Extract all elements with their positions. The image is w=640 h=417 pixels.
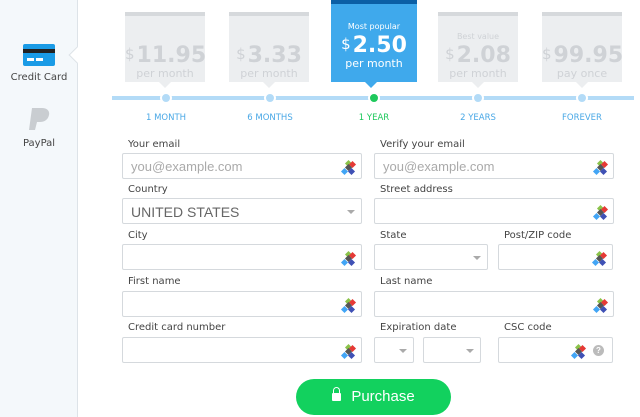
keypass-icon[interactable]: [340, 250, 357, 267]
chevron-down-icon: [473, 256, 481, 260]
expiration-label: Expiration date: [380, 322, 457, 333]
verify-email-field[interactable]: you@example.com: [374, 153, 614, 179]
plan-label[interactable]: 1 MONTH: [145, 113, 187, 123]
plan-period: per month: [240, 67, 298, 80]
first-name-label: First name: [128, 276, 181, 287]
keypass-icon[interactable]: [592, 204, 609, 221]
payment-method-sidebar: Credit Card PayPal: [0, 0, 86, 417]
chevron-down-icon: [466, 349, 474, 353]
first-name-field[interactable]: [122, 291, 362, 317]
zip-field[interactable]: [498, 244, 613, 270]
sidebar-item-paypal[interactable]: PayPal: [0, 106, 78, 149]
expiration-month-select[interactable]: [374, 337, 414, 363]
plan-label[interactable]: 1 YEAR: [358, 113, 390, 123]
chevron-down-icon: [347, 210, 355, 214]
plan-price: $2.50: [341, 33, 407, 58]
state-select[interactable]: [374, 244, 488, 270]
plan-tag: [125, 32, 205, 42]
plan-period: per month: [136, 67, 194, 80]
plan-dot-2-years[interactable]: [472, 92, 484, 104]
plan-tag: [229, 32, 309, 42]
keypass-icon[interactable]: [592, 159, 609, 176]
plan-price: $99.95: [542, 43, 624, 68]
plan-dot-1-month[interactable]: [160, 92, 172, 104]
keypass-icon[interactable]: [592, 297, 609, 314]
keypass-icon[interactable]: [340, 159, 357, 176]
csc-field[interactable]: ?: [498, 337, 613, 363]
plan-period: per month: [449, 67, 507, 80]
plan-card-1-month[interactable]: $11.95 per month: [125, 12, 207, 88]
keypass-icon[interactable]: [591, 250, 608, 267]
purchase-button[interactable]: Purchase: [296, 379, 451, 415]
plan-dot-1-year[interactable]: [368, 92, 380, 104]
plan-dot-forever[interactable]: [576, 92, 588, 104]
plan-period: pay once: [556, 67, 608, 80]
street-address-field[interactable]: [374, 198, 614, 224]
verify-email-label: Verify your email: [380, 139, 465, 150]
email-field[interactable]: you@example.com: [122, 153, 362, 179]
state-label: State: [380, 230, 407, 241]
plan-tag: Best value: [456, 32, 500, 41]
plan-label[interactable]: 6 MONTHS: [247, 113, 293, 123]
sidebar-item-label: Credit Card: [10, 72, 68, 83]
plan-price: $2.08: [445, 43, 511, 68]
expiration-year-select[interactable]: [423, 337, 481, 363]
plan-label[interactable]: 2 YEARS: [460, 113, 496, 123]
city-label: City: [128, 230, 148, 241]
help-icon[interactable]: ?: [593, 345, 604, 356]
plan-price: $11.95: [125, 43, 207, 68]
country-select[interactable]: UNITED STATES: [122, 198, 362, 224]
last-name-label: Last name: [380, 276, 433, 287]
sidebar-item-credit-card[interactable]: Credit Card: [0, 44, 78, 83]
plan-card-forever[interactable]: $99.95 pay once: [542, 12, 624, 88]
plan-tag: Most popular: [347, 22, 401, 31]
card-number-field[interactable]: [122, 337, 362, 363]
sidebar-item-label: PayPal: [22, 138, 56, 149]
street-label: Street address: [380, 184, 453, 195]
lock-icon: [332, 387, 342, 401]
plan-card-1-year[interactable]: Most popular $2.50 per month: [331, 0, 417, 88]
keypass-icon[interactable]: [340, 297, 357, 314]
city-field[interactable]: [122, 244, 362, 270]
plan-dot-6-months[interactable]: [264, 92, 276, 104]
zip-label: Post/ZIP code: [504, 230, 572, 241]
email-label: Your email: [128, 139, 181, 150]
plan-tag: [542, 32, 622, 42]
plan-card-6-months[interactable]: $3.33 per month: [229, 12, 309, 88]
last-name-field[interactable]: [374, 291, 614, 317]
credit-card-icon: [23, 44, 55, 66]
keypass-icon[interactable]: [570, 343, 587, 360]
country-label: Country: [128, 184, 168, 195]
csc-label: CSC code: [504, 322, 552, 333]
plan-label[interactable]: FOREVER: [562, 113, 602, 123]
plan-period: per month: [345, 57, 403, 70]
keypass-icon[interactable]: [340, 343, 357, 360]
plan-card-2-years[interactable]: Best value $2.08 per month: [438, 12, 518, 88]
paypal-icon: [29, 108, 50, 130]
chevron-down-icon: [399, 349, 407, 353]
card-number-label: Credit card number: [128, 322, 226, 333]
plan-price: $3.33: [236, 43, 302, 68]
